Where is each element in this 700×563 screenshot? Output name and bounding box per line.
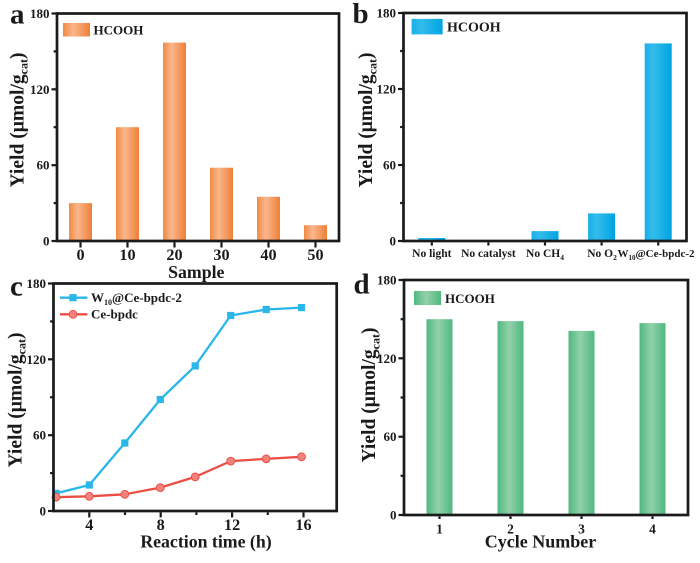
svg-text:180: 180 <box>30 6 50 21</box>
svg-text:60: 60 <box>384 429 397 444</box>
svg-text:120: 120 <box>377 351 397 366</box>
svg-text:0: 0 <box>43 234 50 249</box>
svg-text:120: 120 <box>30 82 50 97</box>
svg-text:0: 0 <box>76 246 84 264</box>
svg-text:8: 8 <box>157 516 165 534</box>
svg-text:b: b <box>353 0 369 30</box>
svg-text:No catalyst: No catalyst <box>461 248 516 260</box>
svg-text:W10@Ce-bpdc-2: W10@Ce-bpdc-2 <box>91 290 182 307</box>
svg-text:c: c <box>10 271 23 303</box>
svg-text:50: 50 <box>307 246 323 264</box>
svg-text:HCOOH: HCOOH <box>445 291 495 306</box>
svg-text:120: 120 <box>377 82 397 97</box>
svg-text:Sample: Sample <box>168 262 224 282</box>
svg-text:4: 4 <box>649 522 656 537</box>
svg-text:180: 180 <box>377 273 397 288</box>
svg-text:120: 120 <box>27 352 47 367</box>
svg-text:60: 60 <box>37 158 50 173</box>
svg-text:HCOOH: HCOOH <box>94 22 144 37</box>
svg-text:Yield (μmol/gcat): Yield (μmol/gcat) <box>356 52 379 187</box>
svg-text:60: 60 <box>33 428 46 443</box>
svg-text:HCOOH: HCOOH <box>447 20 501 35</box>
svg-text:0: 0 <box>390 234 397 249</box>
svg-text:20: 20 <box>166 246 182 264</box>
svg-text:40: 40 <box>260 246 276 264</box>
svg-text:180: 180 <box>27 276 47 291</box>
svg-text:Yield (μmol/gcat): Yield (μmol/gcat) <box>359 327 382 462</box>
svg-text:Cycle Number: Cycle Number <box>485 532 596 552</box>
svg-text:No O2: No O2 <box>587 248 617 262</box>
svg-text:3: 3 <box>578 522 585 537</box>
svg-text:Reaction time (h): Reaction time (h) <box>140 532 271 553</box>
svg-text:d: d <box>354 268 370 300</box>
svg-text:2: 2 <box>507 522 514 537</box>
svg-text:No CH4: No CH4 <box>526 248 564 262</box>
svg-text:a: a <box>10 0 25 30</box>
svg-text:12: 12 <box>224 516 240 534</box>
svg-text:10: 10 <box>119 246 135 264</box>
svg-text:0: 0 <box>40 504 47 519</box>
svg-text:1: 1 <box>436 522 443 537</box>
svg-text:No light: No light <box>412 248 451 260</box>
svg-text:60: 60 <box>383 158 396 173</box>
svg-text:Ce-bpdc: Ce-bpdc <box>91 307 138 322</box>
svg-text:16: 16 <box>295 516 311 534</box>
svg-text:4: 4 <box>85 516 93 534</box>
svg-text:Yield (μmol/gcat): Yield (μmol/gcat) <box>7 52 30 187</box>
svg-text:180: 180 <box>377 6 397 21</box>
svg-text:0: 0 <box>390 508 397 523</box>
svg-text:30: 30 <box>213 246 229 264</box>
svg-text:W10@Ce-bpdc-2: W10@Ce-bpdc-2 <box>617 248 695 262</box>
svg-text:Yield (μmol/gcat): Yield (μmol/gcat) <box>5 332 28 467</box>
